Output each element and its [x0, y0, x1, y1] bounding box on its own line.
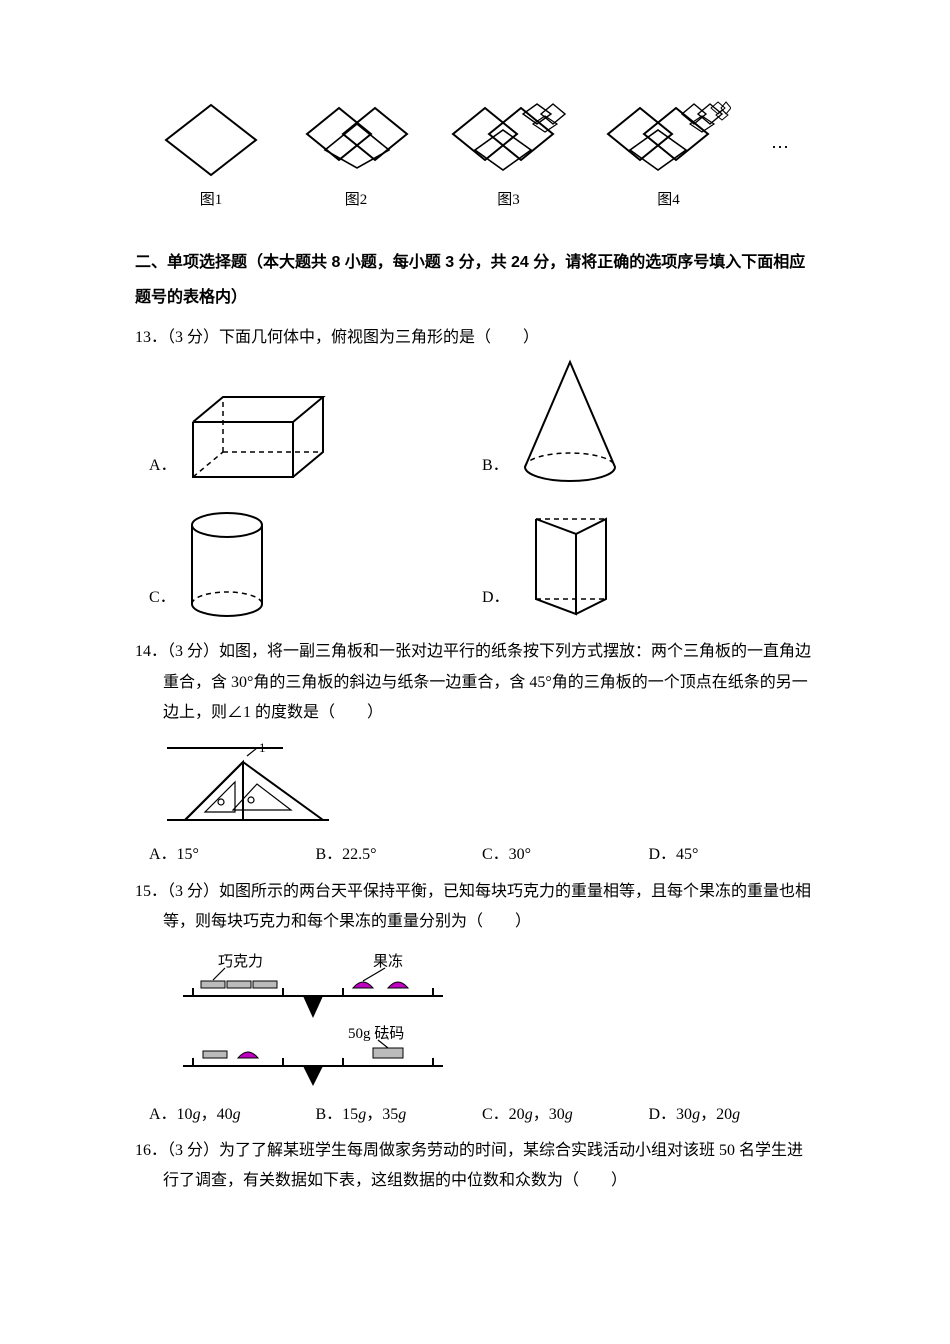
question-13-choices: A． B． C．	[135, 357, 815, 631]
question-14: 14．（3 分）如图，将一副三角板和一张对边平行的纸条按下列方式摆放：两个三角板…	[135, 637, 815, 871]
section-2-header: 二、单项选择题（本大题共 8 小题，每小题 3 分，共 24 分，请将正确的选项…	[135, 245, 815, 315]
choice-label: C．	[149, 583, 176, 613]
question-13-text: 13．（3 分）下面几何体中，俯视图为三角形的是（ ）	[135, 323, 815, 353]
figure-4-label: 图4	[657, 186, 680, 215]
question-15-choices: A．10g，40g B．15g，35g C．20g，30g D．30g，20g	[135, 1100, 815, 1130]
figure-2-label: 图2	[345, 186, 368, 215]
choice-label: B．	[482, 451, 509, 481]
figure-pattern-row: 图1 图2 图3	[135, 100, 815, 215]
q13-choice-b: B．	[482, 357, 815, 487]
question-15: 15．（3 分）如图所示的两台天平保持平衡，已知每块巧克力的重量相等，且每个果冻…	[135, 877, 815, 1130]
svg-text:1: 1	[259, 740, 266, 755]
choco-label: 巧克力	[218, 953, 263, 970]
cone-icon	[515, 357, 625, 487]
rhombus-group-icon	[301, 100, 411, 180]
q13-choice-c: C．	[149, 499, 482, 619]
rhombus-group-icon	[451, 100, 566, 180]
weight-label: 50g 砝码	[348, 1025, 404, 1042]
balance-scales-icon: 巧克力 果冻 50g 砝码	[163, 948, 463, 1088]
figure-3: 图3	[451, 100, 566, 215]
q15-choice-a: A．10g，40g	[149, 1100, 316, 1130]
figure-2: 图2	[301, 100, 411, 215]
figure-1-label: 图1	[200, 186, 223, 215]
q14-choice-b: B．22.5°	[316, 840, 483, 870]
question-15-text: 15．（3 分）如图所示的两台天平保持平衡，已知每块巧克力的重量相等，且每个果冻…	[135, 877, 815, 938]
question-16: 16．（3 分）为了了解某班学生每周做家务劳动的时间，某综合实践活动小组对该班 …	[135, 1136, 815, 1197]
rhombus-group-icon	[606, 100, 731, 180]
cuboid-icon	[183, 387, 333, 487]
q14-choice-a: A．15°	[149, 840, 316, 870]
q15-choice-d: D．30g，20g	[649, 1100, 816, 1130]
triangular-prism-icon	[516, 499, 616, 619]
choice-label: D．	[482, 583, 510, 613]
figure-4: 图4	[606, 100, 731, 215]
question-15-figure: 巧克力 果冻 50g 砝码	[163, 948, 815, 1088]
cylinder-icon	[182, 509, 272, 619]
q13-choice-a: A．	[149, 357, 482, 487]
jelly-label: 果冻	[373, 952, 403, 970]
question-14-text: 14．（3 分）如图，将一副三角板和一张对边平行的纸条按下列方式摆放：两个三角板…	[135, 637, 815, 728]
choice-label: A．	[149, 451, 177, 481]
ellipsis: ⋯	[771, 130, 789, 164]
figure-dots: ⋯	[771, 140, 789, 174]
q14-choice-c: C．30°	[482, 840, 649, 870]
question-14-choices: A．15° B．22.5° C．30° D．45°	[135, 840, 815, 870]
question-14-figure: 1	[163, 738, 815, 828]
q13-choice-d: D．	[482, 499, 815, 619]
figure-1: 图1	[161, 100, 261, 215]
rhombus-icon	[161, 100, 261, 180]
q15-choice-c: C．20g，30g	[482, 1100, 649, 1130]
q15-choice-b: B．15g，35g	[316, 1100, 483, 1130]
q14-choice-d: D．45°	[649, 840, 816, 870]
set-squares-icon: 1	[163, 738, 333, 828]
figure-3-label: 图3	[497, 186, 520, 215]
question-16-text: 16．（3 分）为了了解某班学生每周做家务劳动的时间，某综合实践活动小组对该班 …	[135, 1136, 815, 1197]
question-13: 13．（3 分）下面几何体中，俯视图为三角形的是（ ） A． B．	[135, 323, 815, 631]
